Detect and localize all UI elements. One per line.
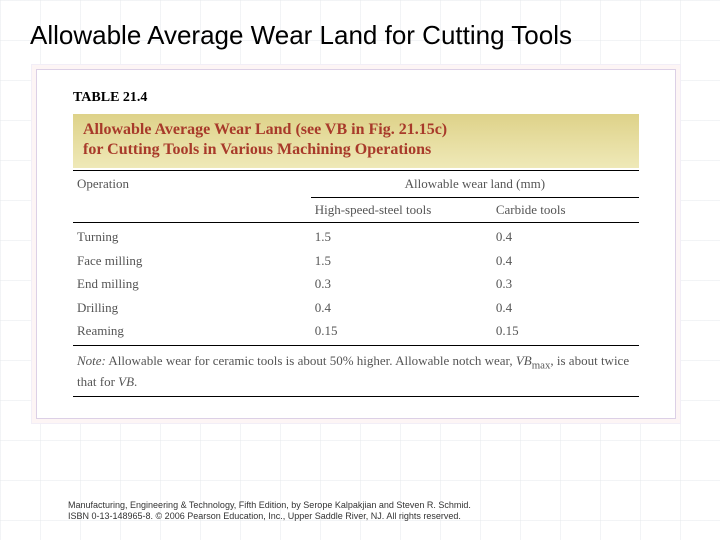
table-caption: Allowable Average Wear Land (see VB in F… — [73, 114, 639, 168]
caption-line-1: Allowable Average Wear Land (see VB in F… — [83, 120, 629, 140]
col-hss: High-speed-steel tools — [311, 198, 492, 223]
table-body: Turning 1.5 0.4 Face milling 1.5 0.4 End… — [73, 223, 639, 397]
table-row: Turning 1.5 0.4 — [73, 223, 639, 249]
slide: Allowable Average Wear Land for Cutting … — [0, 0, 720, 540]
table-note: Note: Allowable wear for ceramic tools i… — [73, 345, 639, 397]
credit-footer: Manufacturing, Engineering & Technology,… — [68, 500, 628, 523]
caption-text-1: Allowable Average Wear Land (see VB in F… — [83, 121, 447, 138]
note-symbol: VB — [516, 353, 532, 368]
table-row: Face milling 1.5 0.4 — [73, 249, 639, 273]
table-number: TABLE 21.4 — [73, 90, 639, 106]
cell-op: Turning — [73, 223, 311, 249]
cell-cb: 0.4 — [492, 249, 639, 273]
cell-cb: 0.3 — [492, 272, 639, 296]
cell-hs: 0.3 — [311, 272, 492, 296]
note-body: Allowable wear for ceramic tools is abou… — [106, 353, 516, 368]
col-wear-span: Allowable wear land (mm) — [311, 171, 639, 198]
cell-cb: 0.4 — [492, 296, 639, 320]
col-operation: Operation — [73, 171, 311, 223]
cell-hs: 0.4 — [311, 296, 492, 320]
cell-hs: 0.15 — [311, 319, 492, 345]
table-row: Reaming 0.15 0.15 — [73, 319, 639, 345]
credit-line-2: ISBN 0-13-148965-8. © 2006 Pearson Educa… — [68, 511, 628, 522]
wear-land-table: Operation Allowable wear land (mm) High-… — [73, 170, 639, 397]
page-title: Allowable Average Wear Land for Cutting … — [30, 20, 690, 51]
table-note-row: Note: Allowable wear for ceramic tools i… — [73, 345, 639, 397]
cell-cb: 0.4 — [492, 223, 639, 249]
cell-hs: 1.5 — [311, 223, 492, 249]
cell-cb: 0.15 — [492, 319, 639, 345]
table-figure: TABLE 21.4 Allowable Average Wear Land (… — [36, 69, 676, 419]
cell-hs: 1.5 — [311, 249, 492, 273]
table-row: Drilling 0.4 0.4 — [73, 296, 639, 320]
cell-op: Face milling — [73, 249, 311, 273]
note-symbol-2: VB — [118, 374, 134, 389]
table-header-row: Operation Allowable wear land (mm) — [73, 171, 639, 198]
caption-line-2: for Cutting Tools in Various Machining O… — [83, 140, 629, 160]
cell-op: Drilling — [73, 296, 311, 320]
table-row: End milling 0.3 0.3 — [73, 272, 639, 296]
credit-line-1: Manufacturing, Engineering & Technology,… — [68, 500, 628, 511]
cell-op: End milling — [73, 272, 311, 296]
note-end: . — [134, 374, 137, 389]
cell-op: Reaming — [73, 319, 311, 345]
col-carbide: Carbide tools — [492, 198, 639, 223]
note-prefix: Note: — [77, 353, 106, 368]
note-sub: max — [532, 359, 551, 371]
